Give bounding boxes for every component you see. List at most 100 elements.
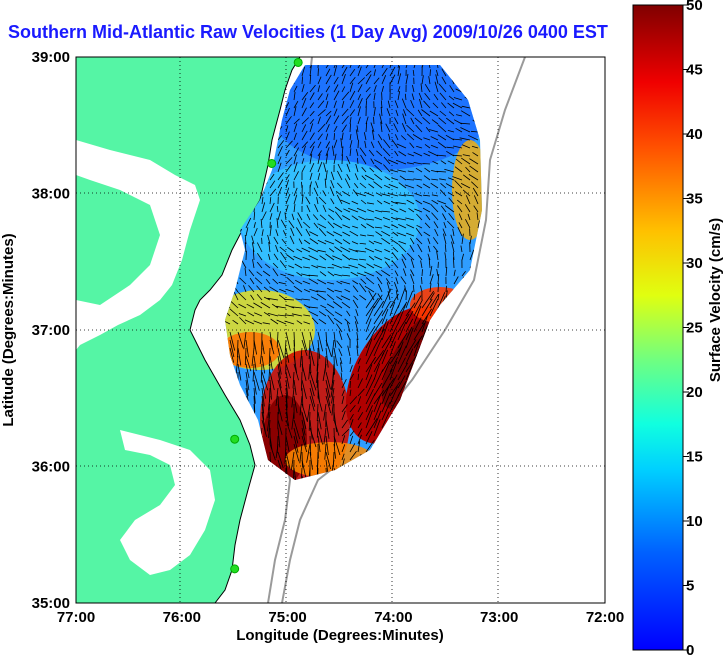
velocity-vector — [429, 274, 434, 285]
velocity-vector — [397, 73, 402, 85]
velocity-vector — [277, 379, 284, 398]
velocity-vector — [259, 347, 263, 365]
velocity-vector — [360, 234, 367, 237]
velocity-vector — [252, 363, 255, 382]
velocity-vector — [328, 208, 335, 213]
velocity-vector — [381, 193, 391, 197]
velocity-vector — [365, 305, 375, 325]
velocity-vector — [327, 287, 335, 293]
velocity-vector — [285, 116, 292, 125]
velocity-vector — [269, 180, 276, 189]
velocity-vector — [404, 93, 407, 101]
velocity-vector — [340, 372, 343, 381]
velocity-vector — [309, 132, 315, 141]
velocity-vector — [355, 250, 367, 253]
velocity-vector — [325, 93, 329, 101]
velocity-vector — [386, 282, 391, 293]
velocity-vector — [452, 102, 463, 109]
velocity-vector — [423, 137, 431, 141]
velocity-vector — [301, 379, 307, 399]
velocity-vector — [316, 355, 319, 372]
velocity-vector — [291, 475, 295, 480]
velocity-vector — [428, 257, 431, 269]
velocity-vector — [256, 285, 263, 293]
velocity-vector — [357, 263, 367, 269]
velocity-vector — [365, 331, 375, 349]
velocity-vector — [325, 68, 331, 77]
velocity-vector — [277, 156, 282, 165]
velocity-vector — [360, 154, 367, 165]
velocity-vector — [346, 163, 351, 173]
velocity-vector — [277, 162, 282, 173]
velocity-vector — [444, 252, 447, 261]
velocity-vector — [374, 164, 383, 173]
velocity-vector — [394, 117, 399, 125]
velocity-vector — [418, 92, 423, 101]
velocity-vector — [397, 303, 407, 325]
velocity-vector — [309, 119, 315, 125]
velocity-vector — [406, 124, 415, 133]
velocity-vector — [309, 347, 315, 366]
velocity-vector — [237, 292, 247, 301]
velocity-vector — [405, 310, 414, 325]
velocity-vector — [381, 392, 391, 413]
velocity-vector — [365, 70, 372, 77]
velocity-vector — [261, 419, 267, 437]
velocity-vector — [317, 395, 323, 412]
velocity-vector — [425, 214, 431, 221]
velocity-vector — [341, 100, 345, 109]
velocity-vector — [333, 125, 338, 133]
velocity-vector — [333, 435, 341, 456]
velocity-vector — [359, 182, 367, 189]
velocity-vector — [405, 217, 415, 221]
velocity-vector — [429, 292, 435, 301]
velocity-vector — [317, 331, 324, 352]
velocity-vector — [235, 355, 239, 374]
velocity-vector — [300, 467, 303, 480]
velocity-vector — [357, 422, 362, 429]
velocity-vector — [317, 435, 321, 453]
velocity-vector — [269, 173, 275, 181]
velocity-vector — [333, 347, 338, 366]
station-markers — [230, 57, 303, 574]
velocity-vector — [325, 435, 329, 456]
velocity-vector — [317, 133, 323, 141]
velocity-vector — [416, 145, 423, 149]
velocity-vector — [341, 404, 348, 413]
velocity-vector — [285, 149, 290, 157]
velocity-vector — [333, 76, 339, 85]
velocity-vector — [406, 199, 415, 205]
velocity-vector — [363, 132, 367, 141]
velocity-vector — [373, 389, 385, 405]
velocity-vector — [402, 113, 407, 125]
velocity-vector — [245, 217, 252, 229]
velocity-vector — [384, 257, 391, 261]
velocity-vector — [301, 247, 311, 253]
velocity-vector — [333, 108, 338, 117]
velocity-vector — [316, 290, 327, 293]
velocity-vector — [309, 371, 317, 391]
bay-water — [76, 140, 200, 350]
velocity-vector — [381, 65, 386, 69]
velocity-vector — [317, 109, 326, 117]
velocity-vector — [261, 379, 267, 399]
velocity-vector — [357, 66, 362, 77]
velocity-vector — [352, 280, 359, 285]
colorbar-tick-label: 0 — [686, 642, 694, 659]
velocity-vector — [477, 220, 480, 229]
velocity-vector — [288, 220, 295, 229]
velocity-vector — [253, 222, 256, 229]
velocity-vector — [381, 230, 391, 237]
velocity-vector — [373, 337, 383, 357]
velocity-vector — [301, 403, 308, 423]
x-axis-label: Longitude (Degrees:Minutes) — [236, 627, 444, 644]
velocity-vector — [340, 246, 351, 253]
velocity-vector — [460, 183, 471, 189]
velocity-vector — [303, 321, 311, 325]
velocity-vector — [291, 411, 295, 430]
velocity-vector — [301, 459, 307, 478]
velocity-vector — [375, 209, 383, 213]
velocity-vector — [357, 365, 361, 373]
velocity-vector — [423, 152, 431, 157]
velocity-vector — [317, 76, 322, 85]
